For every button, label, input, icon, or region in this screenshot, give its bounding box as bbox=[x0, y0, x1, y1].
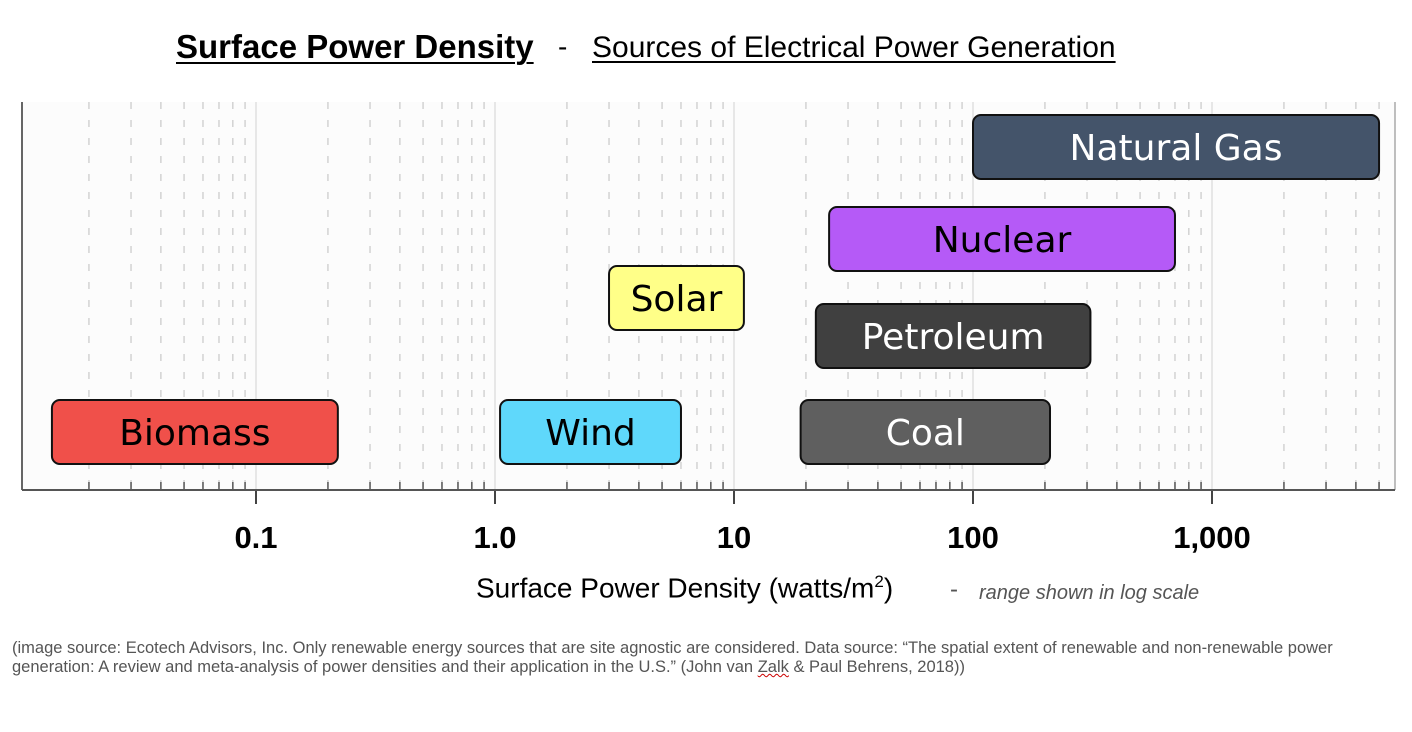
x-tick-label: 10 bbox=[717, 520, 751, 555]
petroleum-bar-label: Petroleum bbox=[862, 317, 1045, 358]
wind-bar bbox=[499, 399, 682, 465]
biomass-bar-label: Biomass bbox=[119, 413, 270, 454]
x-axis-title-dash: - bbox=[950, 576, 958, 603]
petroleum-bar-group: Petroleum bbox=[814, 303, 1092, 369]
chart-plot: 0.1 1.0 10 100 1,000 Natural Gas Nuclear Solar… bbox=[21, 102, 1396, 555]
solar-bar bbox=[608, 265, 745, 331]
chart-title-dash: - bbox=[558, 31, 568, 62]
solar-bar-group: Solar bbox=[608, 265, 745, 331]
coal-bar-group: Coal bbox=[799, 399, 1052, 465]
source-note: (image source: Ecotech Advisors, Inc. On… bbox=[12, 639, 1407, 677]
x-axis-title-text: Surface Power Density (watts/m bbox=[476, 572, 875, 604]
solar-bar-label: Solar bbox=[631, 279, 723, 320]
natural-gas-bar-group: Natural Gas bbox=[972, 114, 1381, 180]
biomass-bar-group: Biomass bbox=[50, 399, 339, 465]
chart-axes: 0.1 1.0 10 100 1,000 bbox=[21, 102, 1396, 555]
coal-bar bbox=[799, 399, 1052, 465]
x-tick-label: 0.1 bbox=[234, 520, 277, 555]
x-tick-label: 1,000 bbox=[1173, 520, 1251, 555]
nuclear-bar bbox=[828, 206, 1176, 272]
x-axis-title-superscript: 2 bbox=[874, 572, 884, 591]
wind-bar-group: Wind bbox=[499, 399, 682, 465]
x-tick-label: 1.0 bbox=[473, 520, 516, 555]
biomass-bar bbox=[50, 399, 339, 465]
chart-title-main: Surface Power Density bbox=[176, 28, 534, 65]
petroleum-bar bbox=[814, 303, 1092, 369]
x-tick-label: 100 bbox=[947, 520, 999, 555]
x-axis-note: range shown in log scale bbox=[979, 582, 1200, 604]
chart-title-sub: Sources of Electrical Power Generation bbox=[592, 31, 1116, 64]
source-note-end: & Paul Behrens, 2018)) bbox=[788, 658, 965, 676]
wind-bar-label: Wind bbox=[545, 413, 635, 454]
nuclear-bar-label: Nuclear bbox=[933, 220, 1072, 261]
natural-gas-bar-label: Natural Gas bbox=[1070, 128, 1283, 169]
source-note-author: Zalk bbox=[757, 658, 789, 676]
nuclear-bar-group: Nuclear bbox=[828, 206, 1176, 272]
coal-bar-label: Coal bbox=[886, 413, 965, 454]
source-note-text: (image source: Ecotech Advisors, Inc. On… bbox=[12, 639, 1333, 676]
chart-bars: Natural Gas Nuclear Solar Petroleum Biomass W… bbox=[50, 114, 1381, 465]
natural-gas-bar bbox=[972, 114, 1381, 180]
x-axis-title: Surface Power Density (watts/m2) bbox=[476, 572, 893, 604]
x-axis-title-close: ) bbox=[883, 572, 894, 604]
